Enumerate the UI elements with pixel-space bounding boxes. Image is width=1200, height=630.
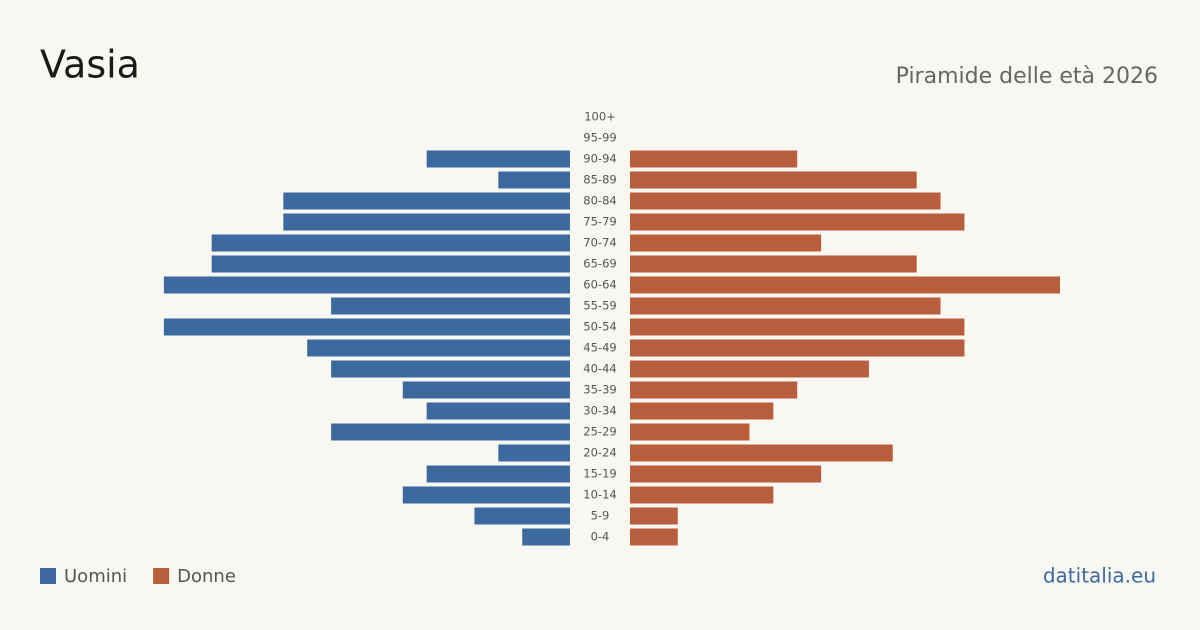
bar [163,318,570,336]
bar [630,213,965,231]
bar [630,444,893,462]
bar [630,528,678,546]
bar [630,318,965,336]
bar [211,234,570,252]
bar [630,423,750,441]
bar [630,360,869,378]
category-label: 35-39 [583,383,616,397]
chart-title: Vasia [40,43,140,87]
category-label: 15-19 [583,467,616,481]
bar [426,465,570,483]
bar [331,297,570,315]
bar [522,528,570,546]
source: datitalia.eu [1043,564,1156,588]
bar [426,150,570,168]
bar [630,276,1060,294]
category-label: 60-64 [583,278,616,292]
category-label: 50-54 [583,320,616,334]
bar [402,486,570,504]
bar [163,276,570,294]
legend-swatch [153,568,170,584]
bar [630,486,774,504]
bar [630,171,917,189]
bar [498,171,570,189]
bar [331,423,570,441]
bar [630,234,822,252]
category-label: 85-89 [583,173,616,187]
category-label: 80-84 [583,194,616,208]
bar [630,381,798,399]
category-label: 40-44 [583,362,616,376]
category-label: 75-79 [583,215,616,229]
category-label: 65-69 [583,257,616,271]
bar [630,507,678,525]
bar [630,255,917,273]
bar [426,402,570,420]
bar [630,402,774,420]
category-label: 5-9 [591,509,610,523]
bar [283,213,570,231]
category-label: 45-49 [583,341,616,355]
bar [498,444,570,462]
bar [283,192,570,210]
category-label: 0-4 [591,530,610,544]
bar [630,297,941,315]
category-label: 55-59 [583,299,616,313]
category-label: 30-34 [583,404,616,418]
bar [474,507,570,525]
category-label: 20-24 [583,446,616,460]
bar [402,381,570,399]
bar [211,255,570,273]
bar [630,339,965,357]
legend-swatch [40,568,56,584]
legend-label: Uomini [64,566,127,587]
bar [630,465,822,483]
bar [331,360,570,378]
chart-subtitle: Piramide delle età 2026 [896,64,1158,89]
legend-label: Donne [177,566,236,587]
category-label: 70-74 [583,236,616,250]
category-label: 95-99 [583,131,616,145]
category-label: 10-14 [583,488,616,502]
category-label: 100+ [584,110,616,124]
bar [307,339,570,357]
bar [630,150,798,168]
category-label: 90-94 [583,152,616,166]
bar [630,192,941,210]
category-label: 25-29 [583,425,616,439]
